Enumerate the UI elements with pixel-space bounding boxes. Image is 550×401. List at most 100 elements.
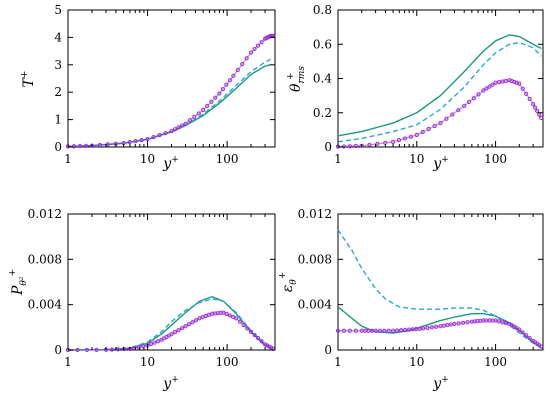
y-tick-label: 5 <box>54 3 62 17</box>
series-marker-point <box>145 136 150 142</box>
series-marker-point <box>245 326 250 331</box>
series-marker-point <box>221 310 226 315</box>
series-marker-point <box>465 320 470 325</box>
series-marker-point <box>434 324 439 329</box>
series-marker-point <box>450 112 455 117</box>
series-group-bl <box>65 295 276 353</box>
series-marker-point <box>148 341 154 347</box>
y-tick-label: 0.4 <box>313 72 332 86</box>
series-marker-point <box>179 123 185 128</box>
series-marker-point <box>517 81 522 86</box>
series-marker-point <box>386 328 391 333</box>
series-marker-point <box>517 327 522 332</box>
series-marker-point <box>152 340 157 345</box>
series-marker-point <box>420 326 426 331</box>
series-marker-point <box>71 144 77 149</box>
series-marker-point <box>109 347 115 352</box>
series-marker-point <box>139 137 144 143</box>
series-marker-point <box>420 129 425 135</box>
series-solid-line <box>337 34 542 137</box>
series-marker-point <box>187 118 193 123</box>
series-dashed-line <box>67 58 271 148</box>
y-tick-label: 0.008 <box>298 252 332 266</box>
series-marker-point <box>220 87 225 92</box>
series-marker-point <box>527 96 532 102</box>
series-marker-point <box>396 138 402 143</box>
series-marker-point <box>535 108 540 114</box>
x-tick-label: 100 <box>484 355 507 369</box>
series-marker-point <box>224 311 229 317</box>
series-marker-point <box>141 344 146 349</box>
series-marker-point <box>414 132 419 138</box>
series-marker-point <box>255 43 261 48</box>
series-marker-point <box>83 143 89 148</box>
series-marker-point <box>172 127 178 132</box>
series-marker-point <box>94 347 99 352</box>
series-marker-point <box>84 347 90 352</box>
x-axis-label-tl: y+ <box>162 155 178 172</box>
plot-frame-tr <box>337 9 544 148</box>
series-marker-point <box>377 328 383 333</box>
series-marker-point <box>231 73 236 78</box>
series-marker-point <box>456 108 461 113</box>
series-marker-point <box>201 107 206 113</box>
series-marker-point <box>248 50 254 55</box>
series-marker-point <box>533 105 538 110</box>
y-tick-label: 2 <box>54 85 62 99</box>
y-tick-label: 0 <box>324 140 332 154</box>
series-marker-point <box>190 320 195 325</box>
series-marker-point <box>240 62 245 67</box>
series-marker-point <box>399 328 404 333</box>
x-tick-label: 10 <box>140 152 155 166</box>
series-marker-point <box>382 328 387 333</box>
ticks-group-tr: 0 0.2 0.4 0.6 0.8 1 10 100 <box>313 3 544 166</box>
series-marker-point <box>176 125 181 130</box>
series-markers-line <box>337 79 542 148</box>
x-tick-label: 100 <box>216 355 239 369</box>
series-marker-point <box>259 40 264 45</box>
series-marker-point <box>252 46 257 52</box>
ticks-group-br: 0 0.004 0.008 0.012 1 10 100 <box>298 207 544 369</box>
series-marker-point <box>426 126 431 132</box>
panel-bottom-left: 0 0.004 0.008 0.012 1 10 100 y+ Pθ²+ <box>8 207 276 392</box>
series-marker-point <box>209 99 214 104</box>
y-tick-label: 0.6 <box>313 37 332 51</box>
x-tick-label: 100 <box>484 152 507 166</box>
series-dashed-line <box>337 229 542 349</box>
series-marker-point <box>461 320 466 325</box>
y-tick-label: 1 <box>54 113 62 127</box>
y-axis-label-tl: T+ <box>20 71 37 88</box>
y-tick-label: 3 <box>54 58 62 72</box>
series-marker-point <box>341 144 347 149</box>
series-marker-point <box>213 95 218 100</box>
x-tick-label: 100 <box>216 152 239 166</box>
series-marker-point <box>456 321 461 326</box>
series-marker-point <box>241 322 246 328</box>
series-marker-point <box>341 328 347 333</box>
series-marker-point <box>183 121 188 126</box>
x-tick-label: 10 <box>409 355 424 369</box>
series-marker-point <box>353 328 358 333</box>
series-marker-point <box>390 139 396 144</box>
y-tick-label: 0.012 <box>28 207 62 221</box>
series-marker-point <box>252 332 257 338</box>
series-marker-point <box>539 344 544 349</box>
series-marker-point <box>429 325 434 330</box>
series-marker-point <box>192 114 197 119</box>
series-group-tl <box>65 33 276 149</box>
series-marker-point <box>75 347 80 353</box>
series-marker-point <box>452 321 457 327</box>
series-marker-point <box>224 82 229 87</box>
y-tick-label: 0.008 <box>28 252 62 266</box>
series-marker-point <box>524 91 529 97</box>
series-marker-point <box>227 313 232 318</box>
series-marker-point <box>196 111 201 116</box>
series-marker-point <box>235 67 240 73</box>
panel-bottom-right: 0 0.004 0.008 0.012 1 10 100 y+ εθ+ <box>278 207 544 392</box>
series-marker-point <box>169 129 174 134</box>
series-marker-point <box>487 84 492 89</box>
x-tick-label: 1 <box>334 355 342 369</box>
x-tick-label: 1 <box>64 355 72 369</box>
